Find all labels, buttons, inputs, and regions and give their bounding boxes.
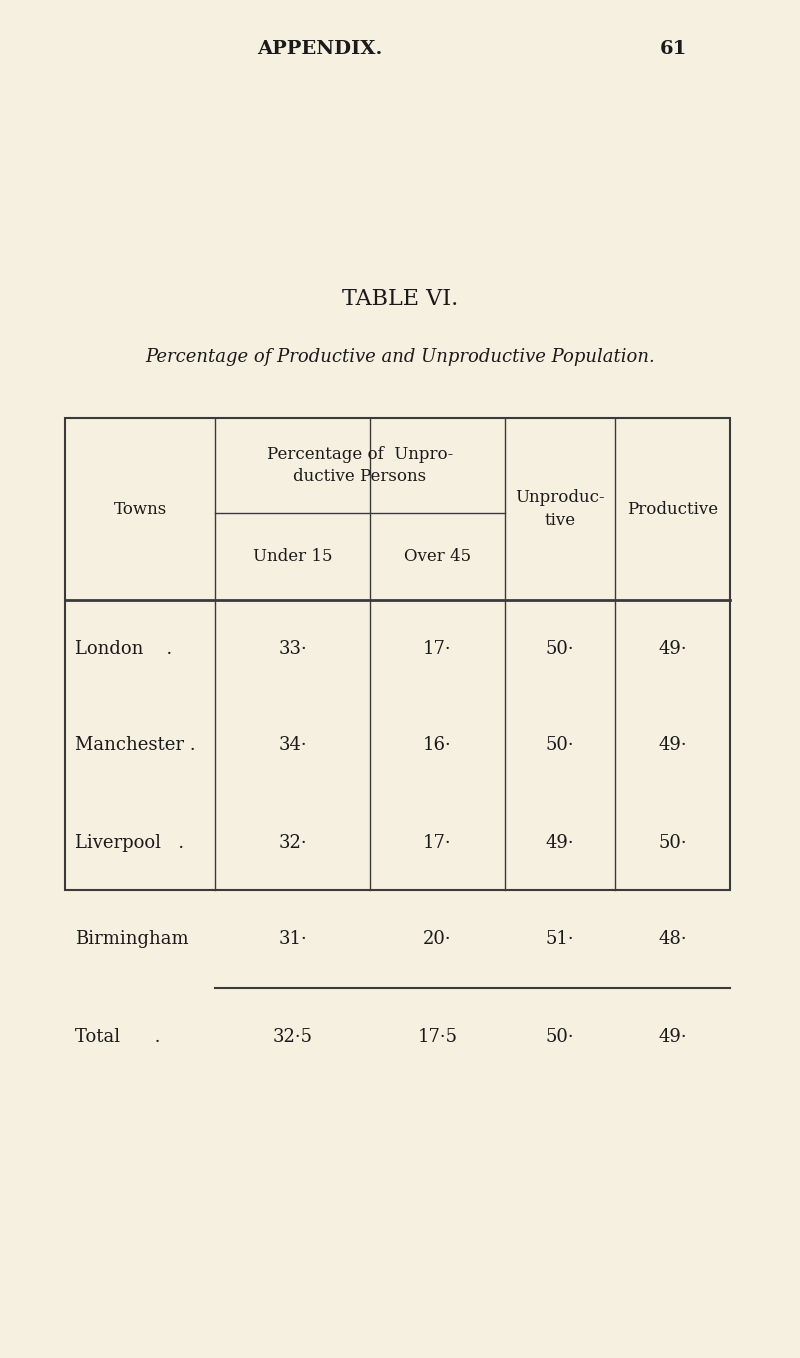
Text: 50·: 50· xyxy=(546,640,574,657)
Text: 61: 61 xyxy=(660,39,687,58)
Text: 17·5: 17·5 xyxy=(418,1028,458,1046)
Text: 49·: 49· xyxy=(658,640,687,657)
Text: 32·: 32· xyxy=(278,834,307,851)
Text: 49·: 49· xyxy=(546,834,574,851)
Text: 49·: 49· xyxy=(658,736,687,755)
Text: Percentage of Productive and Unproductive Population.: Percentage of Productive and Unproductiv… xyxy=(145,348,655,367)
Text: Over 45: Over 45 xyxy=(404,549,471,565)
Bar xyxy=(65,418,730,889)
Text: London    .: London . xyxy=(75,640,172,657)
Text: 17·: 17· xyxy=(423,834,452,851)
Text: 16·: 16· xyxy=(423,736,452,755)
Text: Unproduc-
tive: Unproduc- tive xyxy=(515,489,605,528)
Text: APPENDIX.: APPENDIX. xyxy=(258,39,382,58)
Text: 51·: 51· xyxy=(546,930,574,948)
Text: Percentage of  Unpro-
ductive Persons: Percentage of Unpro- ductive Persons xyxy=(267,445,453,485)
Text: 34·: 34· xyxy=(278,736,307,755)
Text: 49·: 49· xyxy=(658,1028,687,1046)
Text: Towns: Towns xyxy=(114,501,166,517)
Text: Manchester .: Manchester . xyxy=(75,736,196,755)
Text: Birmingham: Birmingham xyxy=(75,930,189,948)
Text: 32·5: 32·5 xyxy=(273,1028,313,1046)
Text: 17·: 17· xyxy=(423,640,452,657)
Text: 50·: 50· xyxy=(546,736,574,755)
Text: 50·: 50· xyxy=(546,1028,574,1046)
Text: Total      .: Total . xyxy=(75,1028,161,1046)
Text: 50·: 50· xyxy=(658,834,687,851)
Text: Productive: Productive xyxy=(627,501,718,517)
Text: Under 15: Under 15 xyxy=(253,549,332,565)
Text: 20·: 20· xyxy=(423,930,452,948)
Text: 33·: 33· xyxy=(278,640,307,657)
Text: 48·: 48· xyxy=(658,930,687,948)
Text: Liverpool   .: Liverpool . xyxy=(75,834,184,851)
Text: 31·: 31· xyxy=(278,930,307,948)
Text: TABLE VI.: TABLE VI. xyxy=(342,288,458,310)
